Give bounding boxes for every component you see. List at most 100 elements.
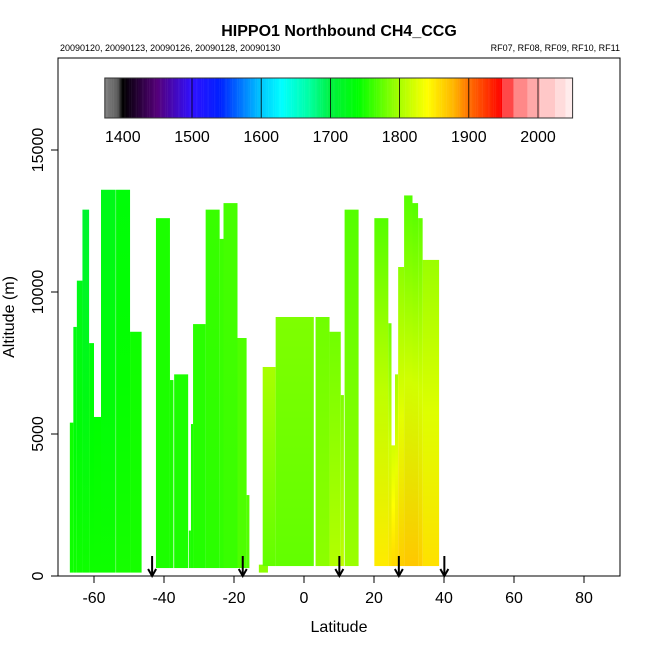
colorbar-cell [118,78,121,118]
data-column [82,209,90,573]
colorbar-cell [338,78,341,118]
colorbar-cell [205,78,208,118]
colorbar-cell [490,78,493,118]
colorbar-cell [306,78,309,118]
colorbar-cell [492,78,494,118]
colorbar-cell [370,78,373,118]
colorbar-cell [457,78,460,118]
colorbar-cell [204,78,207,118]
colorbar-tick-label: 2000 [520,129,556,146]
colorbar-cell [565,78,573,118]
colorbar-cell [288,78,291,118]
colorbar-cell [149,78,151,118]
colorbar-cell [216,78,219,118]
colorbar-cell [180,78,183,118]
colorbar-cell [305,78,308,118]
data-columns [69,189,440,573]
colorbar-cell [450,78,453,118]
colorbar-cell [317,78,320,118]
colorbar-cell [407,78,410,118]
colorbar-cell [391,78,393,118]
colorbar-cell [527,78,541,118]
colorbar-cell [479,78,482,118]
colorbar-cell [138,78,140,118]
colorbar-cell [126,78,129,118]
colorbar-cell [157,78,159,118]
colorbar-cell [281,78,284,118]
data-column [340,395,344,567]
colorbar-cell [403,78,406,118]
colorbar-cell [359,78,362,118]
x-axis: -60 -40 -20 0 20 40 60 80 [82,575,593,607]
colorbar-cell [295,78,298,118]
colorbar-cell [160,78,162,118]
x-tick-label: 80 [575,590,593,607]
colorbar-cell [143,78,146,118]
colorbar-cell [133,78,136,118]
colorbar-cell [212,78,215,118]
data-column [315,316,330,567]
colorbar-cell [153,78,155,118]
colorbar-cell [316,78,319,118]
colorbar-cell [342,78,345,118]
x-tick-label: 0 [300,590,309,607]
colorbar-cell [120,78,122,118]
colorbar-cell [222,78,225,118]
colorbar-tick-label: 1900 [451,129,487,146]
data-column [193,324,206,569]
colorbar-cell [168,78,171,118]
colorbar-cell [252,78,255,118]
colorbar-cell [329,78,331,118]
colorbar-cell [449,78,452,118]
colorbar-cell [371,78,374,118]
colorbar-cell [425,78,428,118]
colorbar-cell [435,78,438,118]
data-column [398,267,405,567]
colorbar-cell [284,78,287,118]
colorbar-cell [144,78,147,118]
colorbar-cell [438,78,440,118]
colorbar-cell [400,78,403,118]
colorbar-cell [331,78,334,118]
colorbar-cell [245,78,248,118]
colorbar-cell [193,78,195,118]
colorbar-cell [337,78,339,118]
colorbar-cell [129,78,132,118]
colorbar-cell [189,78,191,118]
x-axis-label: Latitude [311,619,368,636]
subtitle-dates: 20090120, 20090123, 20090126, 20090128, … [60,43,280,53]
colorbar-tick-label: 1500 [174,129,210,146]
colorbar-cell [365,78,367,118]
colorbar-cell [200,78,202,118]
colorbar-cell [345,78,348,118]
colorbar-cell [409,78,411,118]
colorbar-cell [398,78,400,118]
colorbar-cell [463,78,465,118]
colorbar-cell [320,78,323,118]
colorbar-cell [265,78,267,118]
colorbar-cell [207,78,209,118]
colorbar-cell [358,78,360,118]
colorbar-cell [453,78,456,118]
colorbar-cell [114,78,117,118]
colorbar-cell [499,78,501,118]
colorbar-cell [190,78,193,118]
colorbar-cell [384,78,386,118]
colorbar-cell [258,78,261,118]
data-column [130,331,142,573]
colorbar-cell [283,78,285,118]
colorbar-cell [263,78,266,118]
data-column [188,530,191,569]
colorbar-cell [497,78,500,118]
colorbar-cell [111,78,114,118]
colorbar-cell [319,78,321,118]
colorbar-cell [201,78,204,118]
colorbar-cell [131,78,133,118]
colorbar-cell [226,78,229,118]
colorbar-cell [233,78,236,118]
colorbar-cell [466,78,468,118]
colorbar-cell [355,78,357,118]
colorbar-cell [378,78,381,118]
colorbar-cell [369,78,371,118]
colorbar-cell [540,78,556,118]
